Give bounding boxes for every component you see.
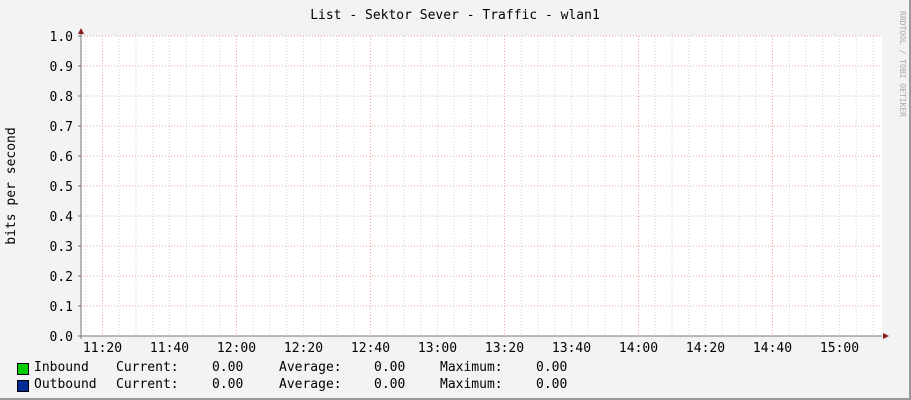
x-tick-label: 14:00 — [619, 341, 658, 356]
chart-title: List - Sektor Sever - Traffic - wlan1 — [310, 8, 600, 23]
x-tick-label: 13:00 — [418, 341, 457, 356]
x-tick-label: 11:20 — [83, 341, 122, 356]
average-label: Average: — [279, 360, 342, 375]
x-tick-label: 12:40 — [351, 341, 390, 356]
average-value: 0.00 — [374, 360, 406, 375]
plot-area — [81, 36, 882, 336]
y-tick-label: 0.7 — [50, 120, 73, 135]
current-label: Current: — [116, 360, 179, 375]
legend-name: Outbound — [34, 377, 97, 392]
y-tick-label: 0.8 — [50, 90, 73, 105]
legend-name: Inbound — [34, 360, 89, 375]
y-axis-label: bits per second — [4, 127, 19, 244]
y-tick-label: 0.5 — [50, 180, 73, 195]
y-tick-label: 0.4 — [50, 210, 74, 225]
x-tick-label: 11:40 — [150, 341, 189, 356]
y-tick-label: 0.1 — [50, 300, 73, 315]
x-tick-label: 12:20 — [284, 341, 323, 356]
average-value: 0.00 — [374, 377, 406, 392]
current-label: Current: — [116, 377, 179, 392]
y-tick-label: 0.3 — [50, 240, 73, 255]
y-tick-label: 0.0 — [50, 330, 73, 345]
legend-row-outbound: Outbound Current: 0.00 Average: 0.00 Max… — [17, 377, 617, 393]
maximum-label: Maximum: — [440, 360, 503, 375]
current-value: 0.00 — [212, 377, 244, 392]
maximum-value: 0.00 — [536, 377, 568, 392]
x-tick-label: 13:20 — [485, 341, 524, 356]
y-tick-label: 0.2 — [50, 270, 73, 285]
y-tick-label: 0.9 — [50, 60, 73, 75]
y-axis-arrow — [78, 28, 84, 34]
x-tick-label: 15:00 — [820, 341, 859, 356]
x-tick-label: 12:00 — [217, 341, 256, 356]
outbound-swatch — [17, 380, 29, 392]
current-value: 0.00 — [212, 360, 244, 375]
y-tick-label: 1.0 — [50, 30, 73, 45]
legend-row-inbound: Inbound Current: 0.00 Average: 0.00 Maxi… — [17, 360, 617, 376]
x-tick-label: 14:20 — [686, 341, 725, 356]
maximum-label: Maximum: — [440, 377, 503, 392]
average-label: Average: — [279, 377, 342, 392]
x-axis-arrow — [883, 333, 889, 339]
inbound-swatch — [17, 363, 29, 375]
x-tick-label: 13:40 — [552, 341, 591, 356]
y-tick-label: 0.6 — [50, 150, 73, 165]
maximum-value: 0.00 — [536, 360, 568, 375]
x-tick-label: 14:40 — [753, 341, 792, 356]
watermark: RRDTOOL / TOBI OETIKER — [898, 11, 907, 117]
